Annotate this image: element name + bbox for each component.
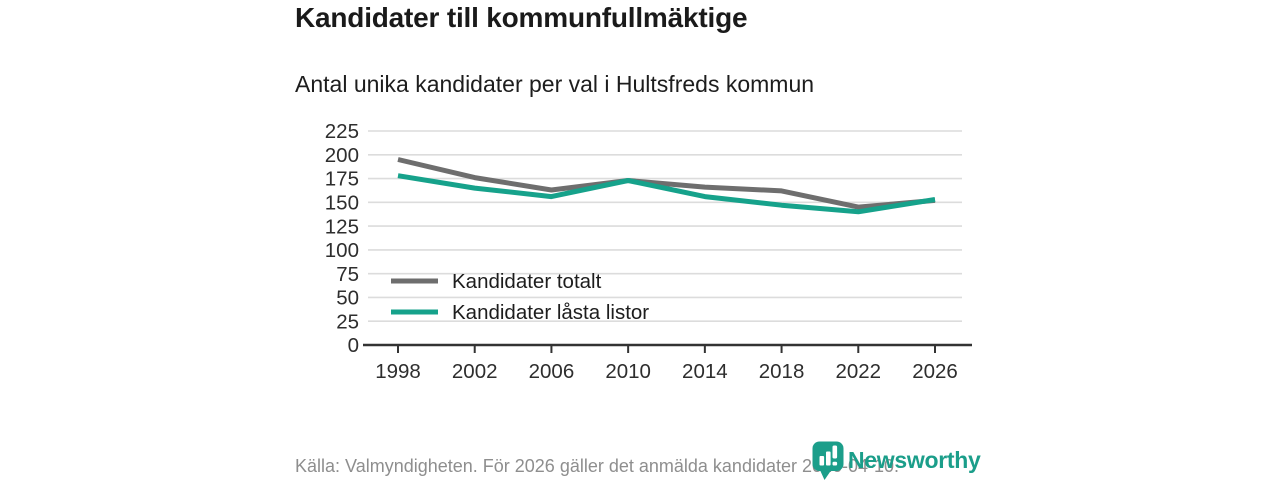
legend-label: Kandidater låsta listor [452,301,649,324]
y-axis-label: 50 [336,287,359,310]
source-note: Källa: Valmyndigheten. För 2026 gäller d… [295,456,900,476]
y-axis-label: 225 [325,120,359,143]
y-axis-label: 25 [336,310,359,333]
series-line-kandidater-l-sta-listor [397,173,936,215]
y-axis-label: 200 [325,144,359,167]
x-axis-label: 2014 [682,360,728,383]
x-axis-label: 2022 [835,360,881,383]
x-axis-label: 2002 [452,360,498,383]
y-axis-label: 125 [325,215,359,238]
y-axis-label: 0 [348,334,359,357]
x-axis-label: 2026 [912,360,958,383]
newsworthy-logo-text: Newsworthy [848,447,981,473]
x-axis-label: 2018 [759,360,805,383]
x-axis-label: 1998 [375,360,421,383]
y-axis-label: 100 [325,239,359,262]
chart-title: Kandidater till kommunfullmäktige [295,2,748,33]
x-axis-label: 2010 [605,360,651,383]
y-axis-label: 175 [325,168,359,191]
y-axis-label: 150 [325,192,359,215]
legend-label: Kandidater totalt [452,270,602,293]
newsworthy-logo: Newsworthy [812,441,981,480]
chart-subtitle: Antal unika kandidater per val i Hultsfr… [295,71,815,97]
series-line-kandidater-totalt [397,157,936,210]
newsworthy-logo-icon [812,441,844,480]
y-axis-label: 75 [336,263,359,286]
x-axis-label: 2006 [529,360,575,383]
